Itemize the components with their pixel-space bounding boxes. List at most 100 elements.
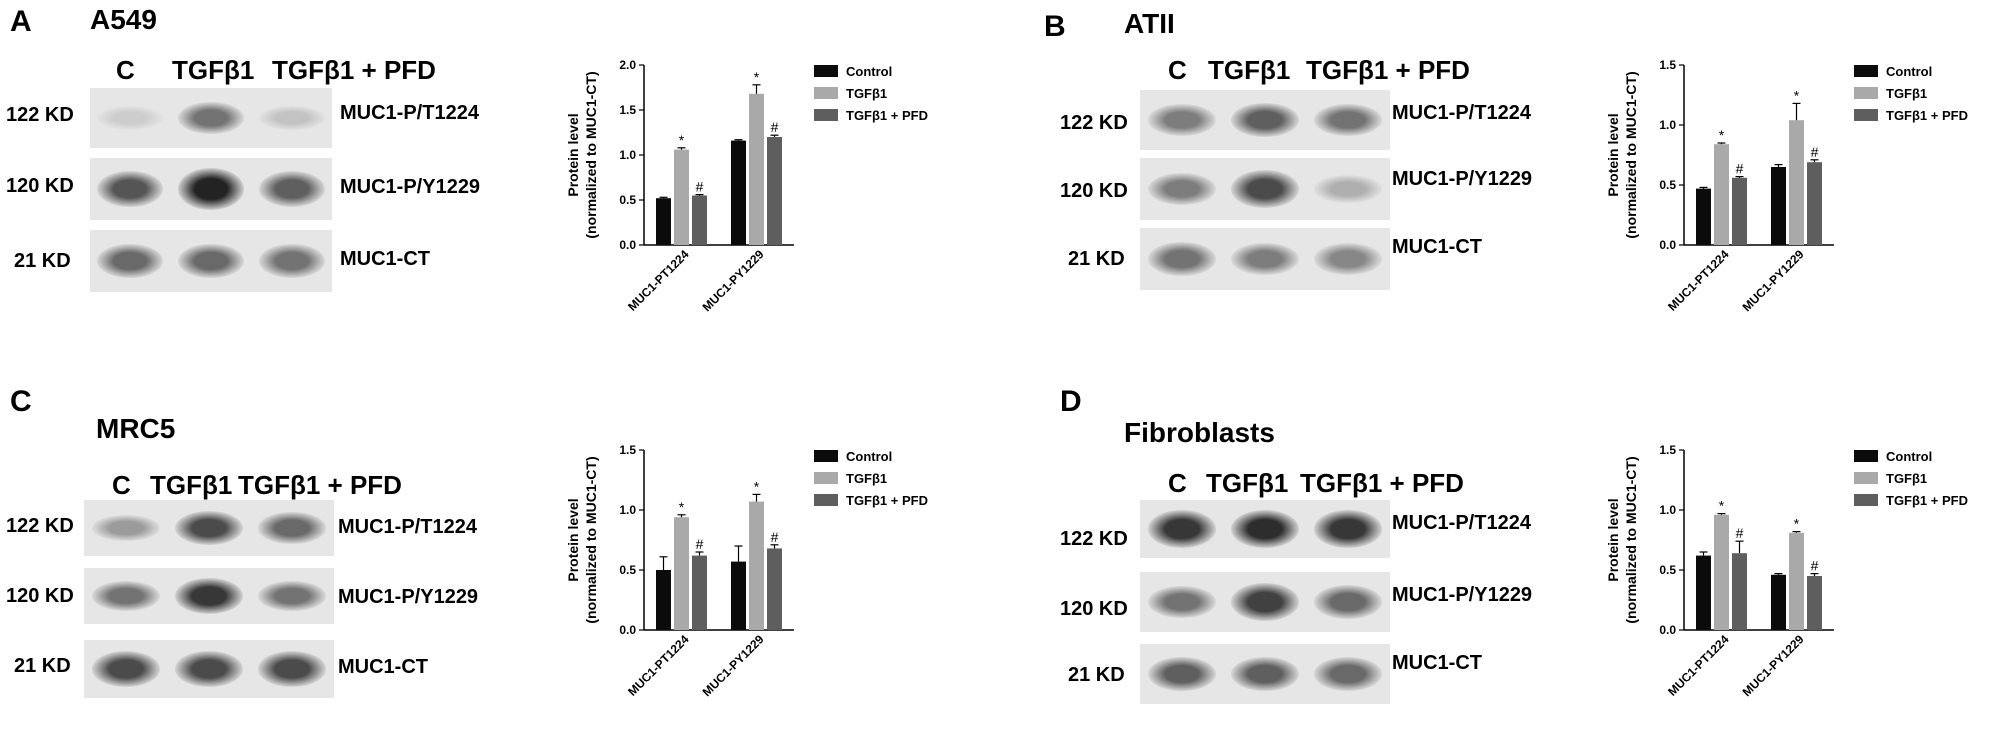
blot-target-label: MUC1-CT <box>338 656 428 678</box>
lane-label-tgf-pfd: TGFβ1 + PFD <box>1300 468 1464 498</box>
bar <box>731 140 746 245</box>
western-blot-band-row <box>90 230 332 292</box>
bar-chart-mrc5: 0.0 0.5 1.0 1.5 Protein level (normalized to … <box>565 443 928 699</box>
y-tick-label: 1.5 <box>619 443 636 457</box>
lane-label-tgf: TGFβ1 <box>172 55 255 85</box>
western-blot-band-row <box>84 640 334 698</box>
kd-label: 122 KD <box>6 104 74 126</box>
legend-label: Control <box>1886 449 1932 464</box>
western-blot-band-row <box>1140 228 1390 290</box>
blot-band <box>177 243 245 279</box>
blot-target-label: MUC1-P/Y1229 <box>338 586 479 608</box>
lane-label-c: C <box>1168 55 1187 85</box>
bar <box>1696 188 1711 245</box>
legend-swatch <box>1854 87 1878 99</box>
legend-swatch <box>1854 494 1878 506</box>
cell-title-mrc5: MRC5 <box>96 413 176 444</box>
x-category-label: MUC1-PY1229 <box>700 632 767 699</box>
blot-band <box>258 105 325 131</box>
lane-label-tgf: TGFβ1 <box>1206 468 1289 498</box>
kd-label: 120 KD <box>6 585 74 607</box>
western-blot-band-row <box>84 568 334 624</box>
kd-label: 21 KD <box>1068 664 1125 686</box>
bar <box>1771 167 1786 245</box>
blot-band <box>1314 175 1383 203</box>
blot-band <box>258 580 327 612</box>
blot-target-label: MUC1-CT <box>1392 652 1482 674</box>
blot-band <box>97 243 164 279</box>
blot-band <box>1230 170 1300 208</box>
x-category-label: MUC1-PY1229 <box>1740 247 1807 314</box>
significance-mark: * <box>754 69 760 85</box>
blot-band <box>174 651 244 687</box>
bar-chart-fibroblasts: 0.0 0.5 1.0 1.5 Protein level (normalized to … <box>1605 443 1968 699</box>
western-blot-band-row <box>84 500 334 556</box>
legend-label: TGFβ1 + PFD <box>1886 493 1968 508</box>
bar <box>656 198 671 245</box>
blot-band <box>1230 242 1300 276</box>
y-tick-label: 1.5 <box>1659 443 1676 457</box>
y-axis-label: Protein level <box>565 113 581 196</box>
western-blot-band-row <box>1140 500 1390 558</box>
y-tick-label: 0.5 <box>619 193 636 207</box>
y-tick-label: 1.5 <box>1659 58 1676 72</box>
cell-title-fibroblasts: Fibroblasts <box>1124 417 1275 448</box>
legend-swatch <box>814 109 838 121</box>
y-tick-label: 1.0 <box>1659 118 1676 132</box>
kd-label: 122 KD <box>6 515 74 537</box>
legend-swatch <box>1854 65 1878 77</box>
blot-band <box>177 167 245 211</box>
legend-swatch <box>1854 450 1878 462</box>
legend-label: TGFβ1 + PFD <box>1886 108 1968 123</box>
blot-band <box>1147 104 1216 136</box>
legend-label: TGFβ1 + PFD <box>846 108 928 123</box>
blot-band <box>1147 510 1216 548</box>
lane-label-tgf-pfd: TGFβ1 + PFD <box>272 55 436 85</box>
bar <box>749 501 764 630</box>
blot-target-label: MUC1-P/T1224 <box>340 102 479 124</box>
blot-band <box>1230 102 1300 138</box>
kd-label: 21 KD <box>1068 248 1125 270</box>
significance-mark: # <box>1811 144 1819 160</box>
legend-label: TGFβ1 <box>846 471 887 486</box>
x-category-label: MUC1-PT1224 <box>1665 632 1732 699</box>
bar <box>1714 514 1729 630</box>
bar <box>1732 177 1747 245</box>
legend-label: TGFβ1 + PFD <box>846 493 928 508</box>
bar <box>767 137 782 245</box>
y-axis-label: (normalized to MUC1-CT) <box>1623 456 1639 623</box>
blot-band <box>91 514 160 542</box>
blot-band <box>1230 656 1300 692</box>
blot-band <box>177 101 245 135</box>
blot-band <box>1230 583 1300 621</box>
cell-title-atii: ATII <box>1124 8 1175 39</box>
y-tick-label: 0.0 <box>1659 623 1676 637</box>
bar <box>749 93 764 245</box>
panel-letter-c: C <box>10 385 32 418</box>
significance-mark: * <box>1719 127 1725 143</box>
lane-label-c: C <box>116 55 135 85</box>
kd-label: 21 KD <box>14 655 71 677</box>
y-tick-label: 0.5 <box>1659 563 1676 577</box>
y-tick-label: 0.5 <box>619 563 636 577</box>
bar <box>767 548 782 630</box>
blot-band <box>1314 510 1383 548</box>
blot-target-label: MUC1-CT <box>340 248 430 270</box>
legend-swatch <box>814 87 838 99</box>
blot-band <box>1314 585 1383 619</box>
bar <box>1789 532 1804 630</box>
y-axis-label: (normalized to MUC1-CT) <box>583 71 599 238</box>
y-tick-label: 0.0 <box>619 623 636 637</box>
blot-band <box>1147 585 1216 619</box>
legend-swatch <box>814 65 838 77</box>
significance-mark: # <box>1811 558 1819 574</box>
y-tick-label: 0.0 <box>1659 238 1676 252</box>
western-blot-band-row <box>1140 90 1390 150</box>
blot-band <box>1230 509 1300 549</box>
blot-band <box>91 580 160 612</box>
blot-band <box>258 512 327 544</box>
bar-chart-atii: 0.0 0.5 1.0 1.5 Protein level (normalized to … <box>1605 58 1968 314</box>
significance-mark: * <box>679 499 685 515</box>
blot-band <box>258 651 327 687</box>
bar <box>1789 120 1804 245</box>
